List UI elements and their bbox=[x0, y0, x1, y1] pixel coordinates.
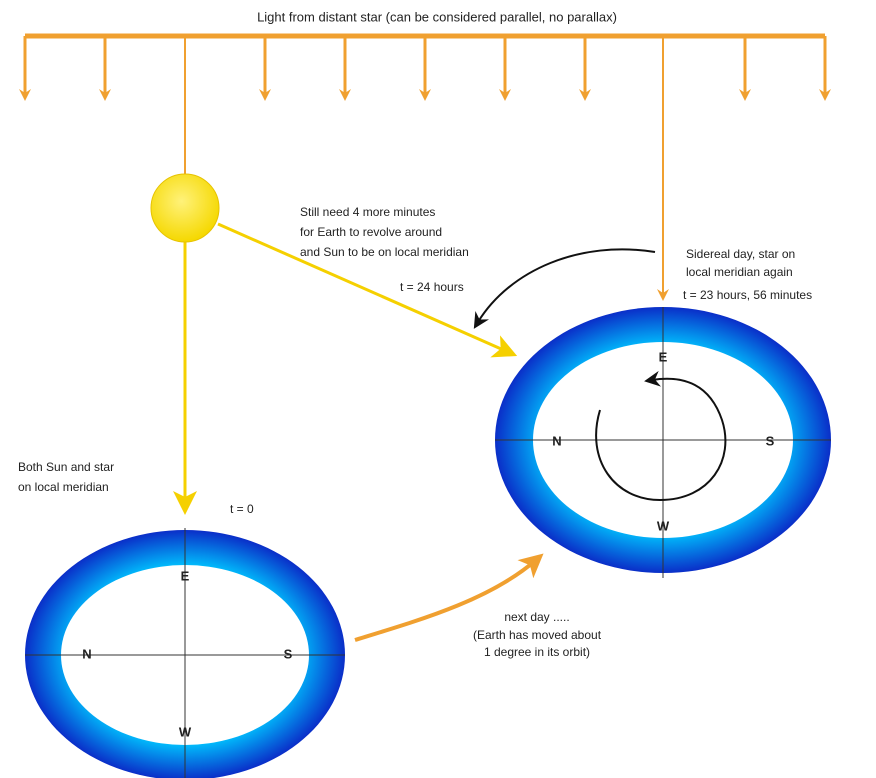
note: local meridian again bbox=[686, 265, 793, 279]
earth-2: E N S W bbox=[495, 307, 831, 578]
earth-1: E N S W bbox=[25, 528, 345, 778]
note: next day ..... bbox=[504, 610, 569, 624]
sun bbox=[150, 173, 220, 243]
orbit-arrow bbox=[354, 553, 544, 642]
notes: Still need 4 more minutes for Earth to r… bbox=[18, 205, 812, 659]
compass-label: E bbox=[659, 349, 668, 364]
note: 1 degree in its orbit) bbox=[484, 645, 590, 659]
note: t = 23 hours, 56 minutes bbox=[683, 288, 812, 302]
note: Both Sun and star bbox=[18, 460, 114, 474]
compass-label: S bbox=[284, 646, 293, 661]
note: on local meridian bbox=[18, 480, 109, 494]
note: Sidereal day, star on bbox=[686, 247, 795, 261]
compass-label: N bbox=[82, 646, 91, 661]
note: and Sun to be on local meridian bbox=[300, 245, 469, 259]
note: t = 0 bbox=[230, 502, 254, 516]
title: Light from distant star (can be consider… bbox=[257, 9, 617, 24]
note: (Earth has moved about bbox=[473, 628, 602, 642]
note: for Earth to revolve around bbox=[300, 225, 442, 239]
compass-label: N bbox=[552, 433, 561, 448]
note: t = 24 hours bbox=[400, 280, 464, 294]
note: Still need 4 more minutes bbox=[300, 205, 435, 219]
compass-label: E bbox=[181, 568, 190, 583]
compass-label: W bbox=[179, 724, 192, 739]
compass-label: S bbox=[766, 433, 775, 448]
light-rays bbox=[19, 33, 831, 301]
rotation-arrow bbox=[473, 248, 656, 329]
compass-label: W bbox=[657, 518, 670, 533]
sun-rays bbox=[173, 222, 518, 515]
